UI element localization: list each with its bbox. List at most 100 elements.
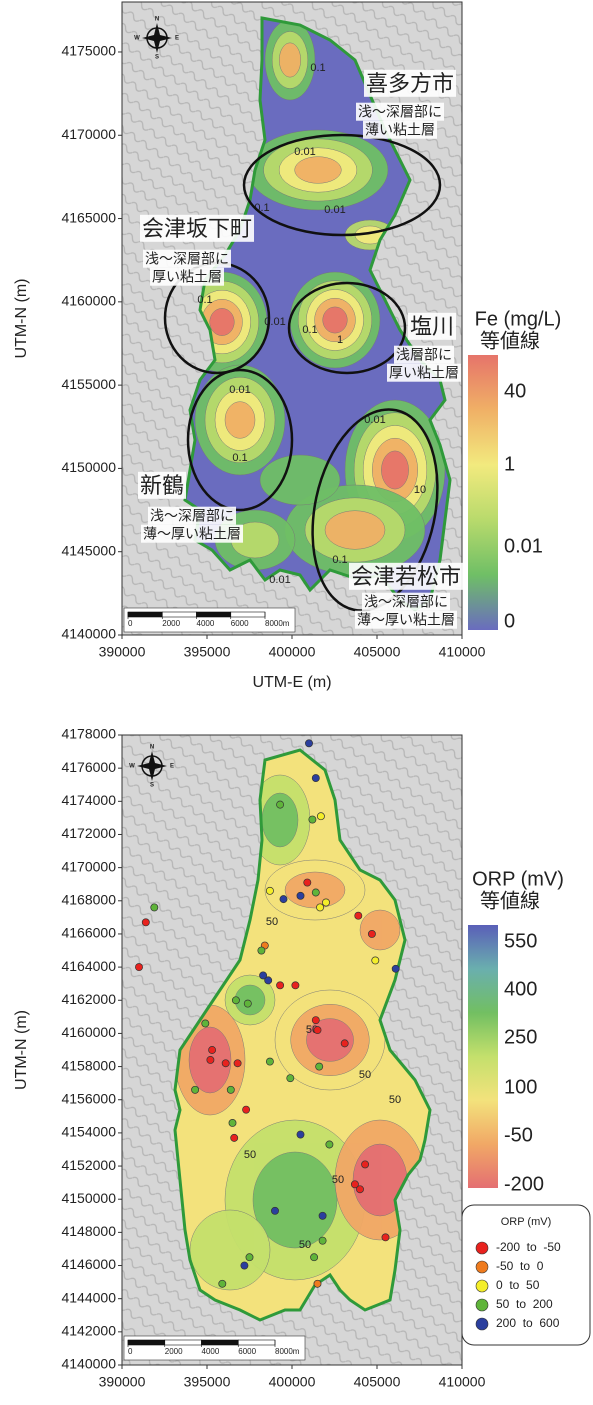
legend-swatch <box>476 1261 488 1273</box>
x-tick-label: 400000 <box>269 1374 316 1390</box>
contour-band <box>360 910 400 950</box>
colorbar-label: 0.01 <box>504 535 543 557</box>
sample-point <box>316 1063 323 1070</box>
sample-point <box>243 1106 250 1113</box>
scale-label: 2000 <box>165 1347 183 1356</box>
x-tick-label: 395000 <box>184 1374 231 1390</box>
sample-point <box>277 982 284 989</box>
scale-label: 6000 <box>231 619 249 628</box>
contour-label: 0.01 <box>269 574 290 586</box>
sample-point <box>241 1262 248 1269</box>
contour-band <box>190 1210 270 1290</box>
legend-label: -200 to -50 <box>496 1240 561 1254</box>
sample-point <box>151 904 158 911</box>
y-tick-label: 4176000 <box>61 759 116 775</box>
contour-label: 50 <box>389 1094 401 1106</box>
contour-band <box>381 451 408 489</box>
contour-label: 50 <box>299 1239 311 1251</box>
contour-label: 0.1 <box>197 294 212 306</box>
sample-point <box>229 1119 236 1126</box>
colorbar-label: 250 <box>504 1026 537 1048</box>
legend-label: 50 to 200 <box>496 1297 553 1311</box>
annotation-text: 浅～深層部に <box>150 508 234 524</box>
y-axis-title: UTM-N (m) <box>13 1010 30 1090</box>
sample-point <box>232 997 239 1004</box>
y-tick-label: 4144000 <box>61 1289 116 1305</box>
contour-label: 0.1 <box>302 324 317 336</box>
legend-swatch <box>476 1299 488 1311</box>
contour-band <box>279 43 300 77</box>
y-axis-title: UTM-N (m) <box>13 279 30 359</box>
colorbar-label: 40 <box>504 380 526 402</box>
sample-point <box>368 930 375 937</box>
y-tick-label: 4170000 <box>61 858 116 874</box>
sample-point <box>271 1207 278 1214</box>
sample-point <box>326 1141 333 1148</box>
y-tick-label: 4146000 <box>61 1256 116 1272</box>
compass-letter: E <box>175 36 179 42</box>
annotation-text: 浅～深層部に <box>358 104 442 120</box>
sample-point <box>265 977 272 984</box>
sample-point <box>312 889 319 896</box>
y-tick-label: 4175000 <box>61 43 116 59</box>
contour-label: 0.01 <box>229 384 250 396</box>
y-tick-label: 4166000 <box>61 925 116 941</box>
contour-band <box>325 511 385 550</box>
sample-point <box>312 775 319 782</box>
sample-point <box>287 1075 294 1082</box>
annotation-title: 会津若松市 <box>351 564 461 589</box>
legend-label: -50 to 0 <box>496 1259 544 1273</box>
y-tick-label: 4164000 <box>61 958 116 974</box>
x-tick-label: 405000 <box>354 644 401 660</box>
contour-label: 0.1 <box>232 452 247 464</box>
contour-band <box>323 307 348 333</box>
scale-segment <box>238 1340 275 1345</box>
scale-label: 4000 <box>197 619 215 628</box>
sample-point <box>319 1237 326 1244</box>
sample-point <box>297 1131 304 1138</box>
sample-point <box>258 947 265 954</box>
x-tick-label: 390000 <box>99 1374 146 1390</box>
sample-point <box>135 964 142 971</box>
annotation-text: 薄～厚い粘土層 <box>357 612 455 628</box>
x-tick-label: 410000 <box>439 1374 486 1390</box>
y-tick-label: 4156000 <box>61 1090 116 1106</box>
annotation-text: 浅～深層部に <box>145 251 229 267</box>
y-tick-label: 4152000 <box>61 1157 116 1173</box>
sample-point <box>209 1046 216 1053</box>
sample-point <box>277 801 284 808</box>
sample-point <box>297 892 304 899</box>
legend-label: 0 to 50 <box>496 1278 540 1292</box>
colorbar-title: ORP (mV) <box>472 868 564 890</box>
legend-swatch <box>476 1318 488 1330</box>
annotation-text: 厚い粘土層 <box>152 269 222 285</box>
x-tick-label: 400000 <box>269 644 316 660</box>
sample-point <box>355 912 362 919</box>
scale-label: 0 <box>128 1347 133 1356</box>
compass-letter: W <box>134 36 140 42</box>
sample-point <box>246 1254 253 1261</box>
legend-title: ORP (mV) <box>501 1216 552 1228</box>
sample-point <box>192 1086 199 1093</box>
sample-point <box>305 740 312 747</box>
sample-point <box>280 896 287 903</box>
colorbar-label: 1 <box>504 453 515 475</box>
colorbar-title: 等値線 <box>480 329 540 352</box>
legend-swatch <box>476 1280 488 1292</box>
sample-point <box>314 1027 321 1034</box>
scale-label: 8000m <box>265 619 290 628</box>
compass-letter: N <box>150 745 154 751</box>
x-tick-label: 395000 <box>184 644 231 660</box>
sample-point <box>322 899 329 906</box>
map-panel: 0.10.010.10.010.10.010.110.010.10.01100.… <box>13 2 561 691</box>
contour-band <box>210 308 235 335</box>
sample-point <box>312 1017 319 1024</box>
annotation-text: 薄い粘土層 <box>365 122 435 138</box>
scale-label: 0 <box>128 619 133 628</box>
sample-point <box>231 1134 238 1141</box>
sample-point <box>319 1212 326 1219</box>
annotation-text: 厚い粘土層 <box>389 365 459 381</box>
sample-point <box>362 1161 369 1168</box>
contour-label: 0.1 <box>332 554 347 566</box>
y-tick-label: 4162000 <box>61 991 116 1007</box>
